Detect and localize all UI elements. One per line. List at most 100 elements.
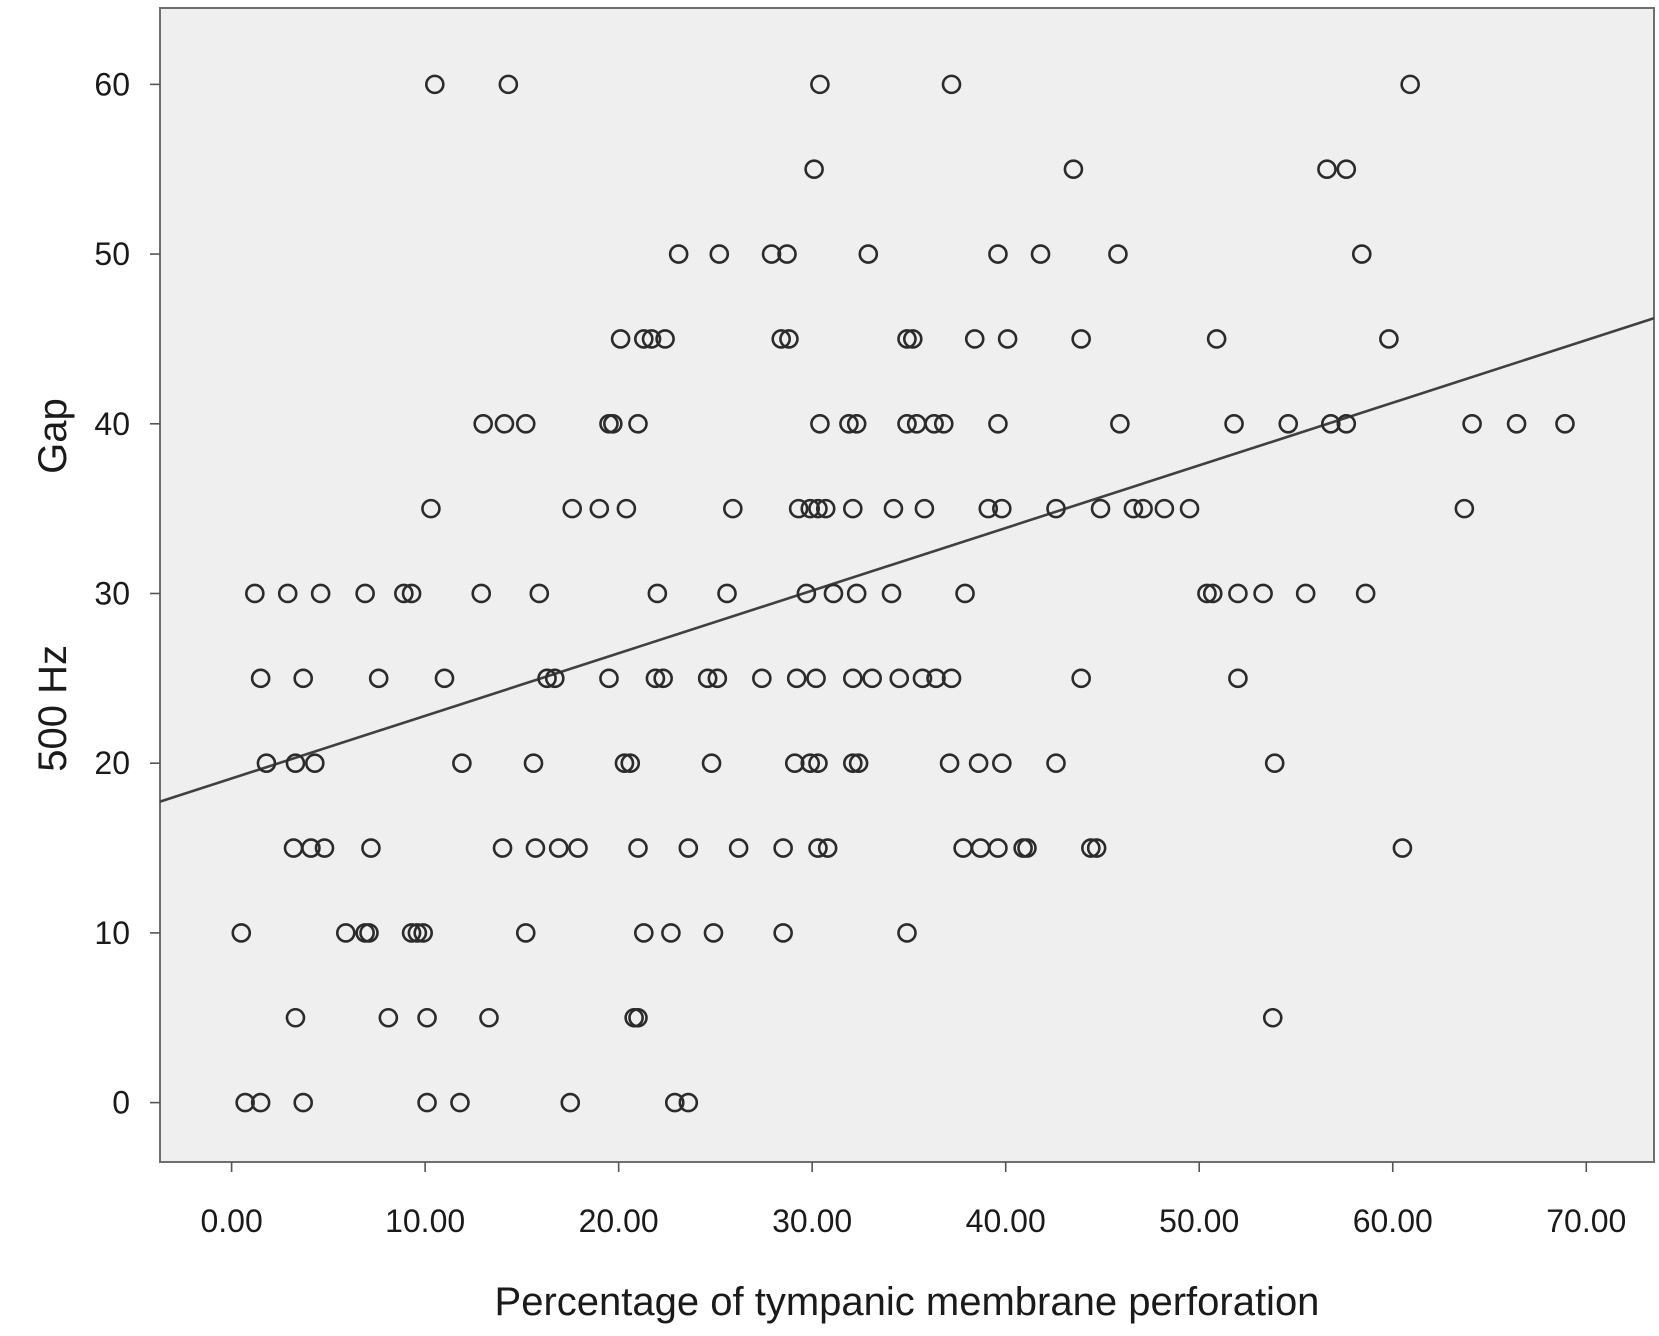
- data-point: [1228, 668, 1248, 689]
- data-point: [846, 583, 867, 604]
- y-axis-title-line-2: Gap: [31, 398, 75, 474]
- y-axis-title-line-1: 500 Hz: [31, 645, 75, 772]
- data-point: [1262, 1007, 1283, 1028]
- data-point: [614, 753, 635, 773]
- data-point: [479, 1007, 499, 1028]
- data-point: [903, 329, 923, 349]
- data-point: [537, 668, 557, 689]
- data-point: [1046, 498, 1066, 519]
- data-point: [988, 244, 1008, 264]
- data-point: [1086, 838, 1107, 858]
- data-point: [368, 668, 389, 689]
- data-point: [1379, 329, 1399, 349]
- data-point: [285, 753, 306, 773]
- data-point: [701, 753, 722, 773]
- data-point: [668, 244, 689, 264]
- data-point: [926, 668, 946, 689]
- data-point: [1317, 159, 1337, 180]
- data-point: [777, 244, 797, 264]
- data-point: [1123, 498, 1144, 519]
- data-point: [1063, 159, 1084, 180]
- data-point: [544, 668, 565, 689]
- data-point: [862, 668, 882, 689]
- data-point: [808, 838, 828, 858]
- data-point: [515, 923, 536, 943]
- data-point: [1110, 413, 1130, 434]
- data-point: [620, 753, 641, 773]
- data-point: [1278, 413, 1299, 434]
- data-point: [717, 583, 737, 604]
- data-point: [723, 498, 743, 519]
- data-point: [525, 838, 546, 858]
- data-point: [560, 1092, 581, 1113]
- data-point: [494, 413, 515, 434]
- data-point: [277, 583, 298, 604]
- data-point: [1133, 498, 1153, 519]
- data-point: [823, 583, 844, 604]
- data-point: [293, 668, 314, 689]
- data-point: [955, 583, 975, 604]
- data-point: [664, 1092, 685, 1113]
- data-point: [796, 583, 817, 604]
- x-axis-title: Percentage of tympanic membrane perforat…: [495, 1280, 1320, 1324]
- data-point: [235, 1092, 255, 1113]
- y-tick-label: 0: [112, 1085, 130, 1121]
- data-point: [810, 74, 830, 95]
- x-tick-label: 40.00: [966, 1203, 1046, 1239]
- data-point: [817, 838, 838, 858]
- data-point: [846, 413, 867, 434]
- data-point: [897, 413, 917, 434]
- data-point: [1017, 838, 1037, 858]
- y-tick-label: 40: [94, 406, 130, 442]
- data-point: [752, 668, 772, 689]
- data-point: [678, 1092, 699, 1113]
- data-point: [655, 329, 675, 349]
- data-point: [1224, 413, 1244, 434]
- data-point: [1462, 413, 1482, 434]
- data-point: [1392, 838, 1413, 858]
- data-point: [924, 413, 944, 434]
- data-point: [361, 838, 381, 858]
- data-point: [1090, 498, 1111, 519]
- data-point: [1336, 159, 1357, 180]
- data-point: [641, 329, 662, 349]
- data-point: [417, 1092, 437, 1113]
- data-point: [355, 583, 375, 604]
- data-point: [407, 923, 428, 943]
- data-point: [941, 668, 962, 689]
- data-point: [843, 668, 863, 689]
- data-point: [988, 413, 1008, 434]
- data-point: [1046, 753, 1066, 773]
- data-point: [1206, 329, 1227, 349]
- x-tick-label: 20.00: [579, 1203, 659, 1239]
- y-tick-label: 30: [94, 575, 130, 611]
- data-point: [804, 159, 824, 180]
- data-point: [245, 583, 265, 604]
- data-point: [992, 753, 1012, 773]
- data-point: [786, 668, 807, 689]
- data-point: [914, 498, 935, 519]
- data-point: [897, 329, 917, 349]
- x-tick-label: 60.00: [1353, 1203, 1433, 1239]
- data-point: [452, 753, 472, 773]
- data-point: [912, 668, 933, 689]
- data-point: [647, 583, 668, 604]
- data-point: [1295, 583, 1316, 604]
- data-point: [1253, 583, 1273, 604]
- data-point: [773, 923, 793, 943]
- data-point: [653, 668, 673, 689]
- x-tick-label: 0.00: [200, 1203, 262, 1239]
- data-points: [231, 74, 1575, 1113]
- data-point: [301, 838, 321, 858]
- data-point: [1321, 413, 1341, 434]
- data-point: [359, 923, 379, 943]
- data-point: [378, 1007, 399, 1028]
- data-point: [401, 583, 422, 604]
- data-point: [1071, 329, 1091, 349]
- data-point: [231, 923, 252, 943]
- data-point: [771, 329, 792, 349]
- data-point: [425, 74, 445, 95]
- y-tick-label: 60: [94, 66, 130, 102]
- data-point: [335, 923, 356, 943]
